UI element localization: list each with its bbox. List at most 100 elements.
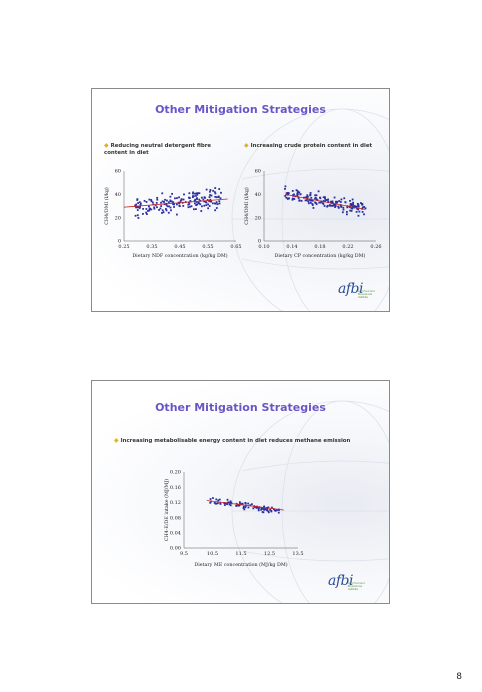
data-point — [349, 203, 352, 205]
data-point — [215, 196, 218, 199]
data-point — [161, 209, 164, 212]
data-point — [318, 201, 321, 204]
data-point — [228, 501, 231, 504]
data-point — [310, 196, 313, 199]
data-point — [167, 201, 170, 204]
data-point — [145, 201, 148, 203]
data-point — [137, 217, 140, 219]
bullet-me: ◆ Increasing metabolisable energy content… — [114, 437, 384, 445]
bullet-text: Reducing neutral detergent fibre content… — [104, 143, 212, 156]
data-point — [277, 511, 280, 514]
data-point — [298, 191, 301, 194]
data-point — [355, 205, 358, 208]
data-point — [153, 207, 156, 210]
x-tick-label: 9.5 — [180, 551, 188, 557]
x-tick-label: 13.5 — [292, 551, 303, 557]
data-point — [146, 213, 148, 215]
afbi-logo: afbi Agri-Food and Biosciences Institute — [338, 281, 378, 301]
data-point — [213, 191, 216, 193]
data-point — [192, 208, 195, 211]
data-point — [331, 200, 334, 203]
data-point — [293, 198, 296, 200]
x-tick-label: 0.65 — [230, 244, 241, 250]
data-point — [348, 206, 351, 208]
data-point — [214, 502, 217, 505]
data-point — [218, 202, 221, 205]
data-point — [171, 192, 173, 195]
data-point — [257, 507, 260, 510]
chart-cp: 0.10 0.14 0.18 0.22 0.26 0 20 40 60 Dietary CP co… — [242, 165, 382, 265]
data-point — [161, 192, 164, 195]
data-point — [193, 199, 196, 202]
y-tick-label: 20 — [255, 215, 261, 221]
data-point — [155, 202, 158, 204]
data-point — [310, 199, 313, 202]
data-point — [208, 200, 211, 203]
data-point — [214, 192, 217, 195]
data-point — [198, 192, 201, 195]
x-tick-label: 0.25 — [118, 244, 129, 250]
data-point — [267, 510, 270, 513]
data-point — [161, 200, 164, 203]
bullet-text: Increasing metabolisable energy content … — [120, 438, 351, 444]
data-point — [296, 194, 299, 197]
data-point — [228, 503, 231, 506]
data-point — [287, 197, 290, 200]
data-point — [136, 214, 139, 217]
data-point — [357, 205, 359, 207]
data-point — [266, 509, 268, 512]
data-point — [350, 210, 353, 212]
data-point — [314, 202, 317, 204]
data-point — [356, 202, 359, 205]
data-point — [195, 194, 197, 197]
data-point — [209, 198, 212, 201]
data-point — [342, 208, 345, 211]
data-point — [270, 510, 273, 513]
data-point — [139, 205, 141, 208]
data-point — [204, 197, 206, 199]
data-point — [305, 199, 308, 202]
data-point — [304, 196, 307, 199]
data-point — [198, 202, 200, 205]
data-point — [217, 196, 220, 199]
data-point — [145, 208, 148, 210]
data-point — [258, 506, 260, 509]
data-point — [215, 201, 218, 204]
data-point — [209, 190, 211, 193]
data-point — [284, 188, 286, 190]
data-point — [311, 204, 314, 206]
data-point — [346, 211, 348, 213]
data-point — [263, 508, 266, 511]
data-point — [364, 207, 367, 210]
data-point — [153, 206, 156, 209]
data-point — [314, 197, 316, 200]
data-point — [170, 200, 173, 203]
x-tick-label: 11.5 — [235, 551, 246, 557]
data-point — [317, 190, 320, 193]
data-point — [156, 198, 159, 201]
data-point — [327, 200, 330, 203]
data-point — [263, 505, 266, 508]
data-point — [229, 500, 232, 503]
chart-ndf: 0.25 0.35 0.45 0.55 0.65 0 20 40 60 Dietary NDF c… — [102, 165, 242, 265]
data-point — [324, 196, 326, 199]
x-tick-label: 0.26 — [370, 244, 381, 250]
data-point — [273, 509, 276, 512]
data-point — [161, 212, 163, 214]
diamond-bullet-icon: ◆ — [114, 437, 119, 444]
y-tick-label: 60 — [115, 169, 121, 175]
data-point — [239, 502, 241, 505]
data-point — [212, 497, 214, 499]
data-point — [332, 204, 335, 206]
data-point — [349, 200, 351, 202]
data-point — [312, 207, 315, 209]
data-point — [300, 199, 303, 202]
data-point — [298, 199, 301, 202]
data-point — [291, 198, 294, 201]
data-point — [188, 192, 191, 195]
data-point — [192, 195, 194, 198]
y-tick-label: 60 — [255, 169, 261, 175]
y-tick-label: 40 — [255, 192, 261, 198]
y-tick-label: 0.08 — [170, 515, 181, 521]
data-point — [196, 192, 199, 195]
